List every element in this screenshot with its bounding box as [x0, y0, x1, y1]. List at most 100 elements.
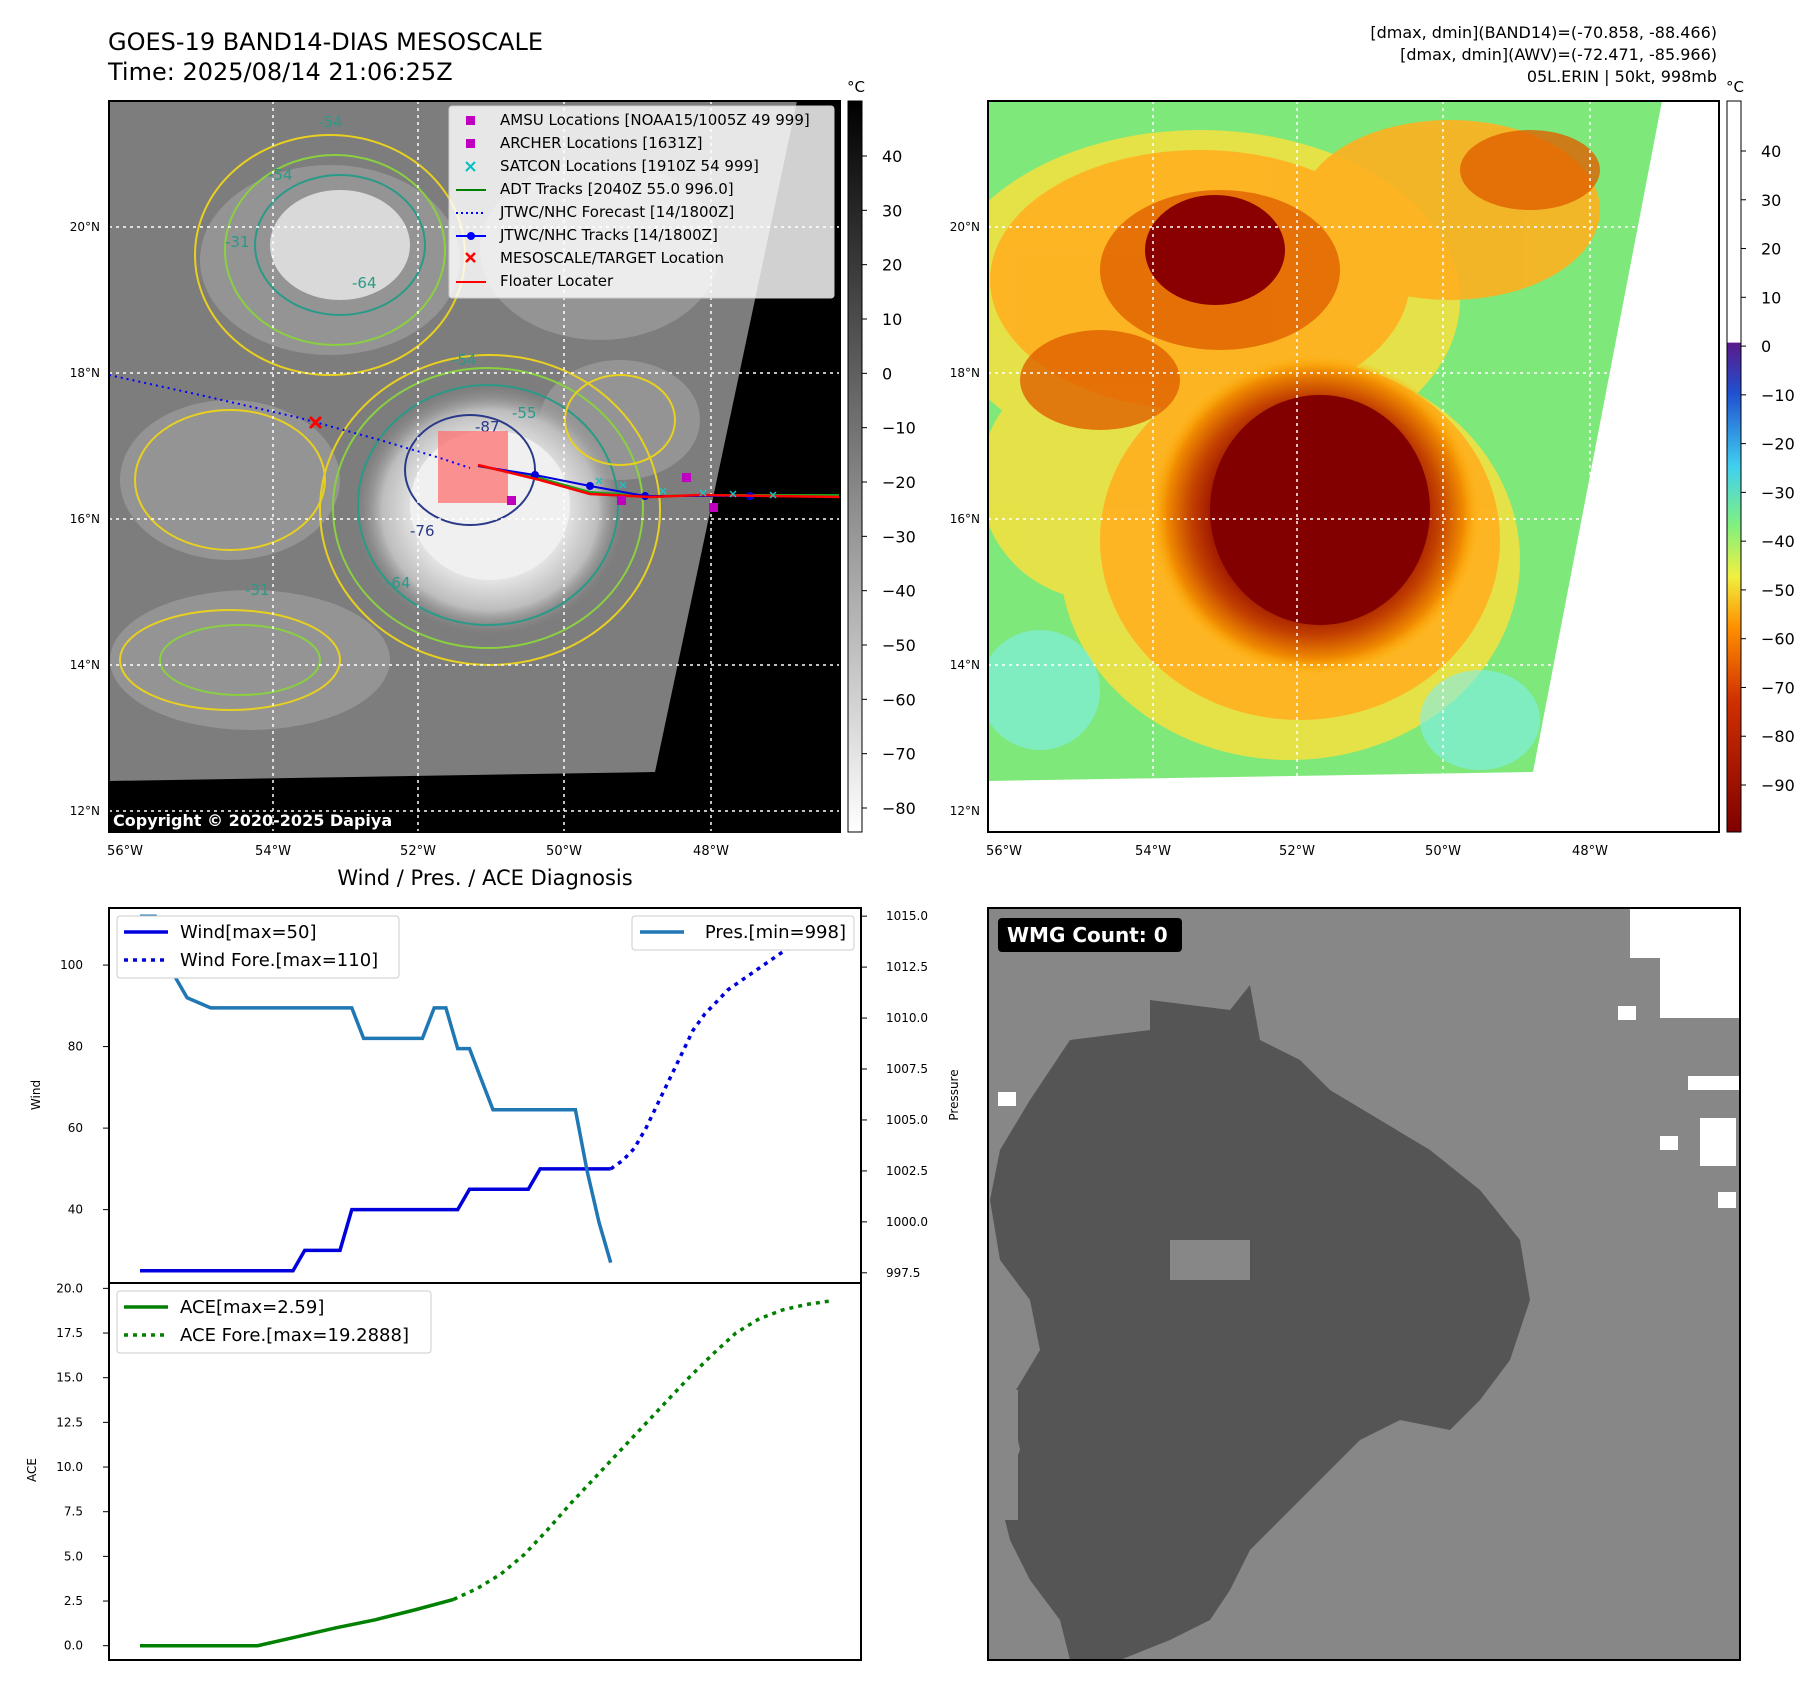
wmg-panel: WMG Count: 0 [988, 908, 1740, 1660]
legend-satcon: SATCON Locations [1910Z 54 999] [500, 157, 759, 175]
pressure-tick-label: 1002.5 [886, 1164, 928, 1178]
ace-line [140, 1597, 455, 1648]
pressure-line [140, 914, 613, 1264]
pressure-tick-label: 1015.0 [886, 909, 928, 923]
colorbar-awv-tick-label: −70 [1761, 678, 1795, 697]
ace-tick-label: 7.5 [64, 1505, 83, 1519]
colorbar-gray-tick-label: 30 [882, 201, 902, 220]
colorbar-gray-tick-label: 40 [882, 147, 902, 166]
ir-lat-ticks: 20°N 18°N 16°N 14°N 12°N [70, 220, 100, 818]
svg-text:50°W: 50°W [1425, 844, 1461, 859]
svg-text:48°W: 48°W [693, 844, 729, 859]
contour-label: -76 [410, 522, 435, 540]
awv-lon-ticks: 56°W 54°W 52°W 50°W 48°W [986, 844, 1608, 859]
ace-tick-label: 5.0 [64, 1549, 83, 1563]
colorbar-awv-tick-label: 30 [1761, 191, 1781, 210]
colorbar-gray-tick-label: 0 [882, 364, 892, 383]
svg-text:20°N: 20°N [950, 220, 980, 234]
wind-pressure-chart: 100 80 60 40 1015.0 1012.5 1010.0 1007.5 1005.0… [29, 907, 961, 1284]
wind-axis-label: Wind [29, 1080, 43, 1110]
ace-tick-label: 0.0 [64, 1639, 83, 1653]
awv-lat-ticks: 20°N 18°N 16°N 14°N 12°N [950, 220, 980, 818]
svg-text:12°N: 12°N [950, 804, 980, 818]
colorbar-awv-tick-label: −30 [1761, 483, 1795, 502]
wmg-count: WMG Count: 0 [1007, 923, 1168, 947]
contour-label: -64 [386, 574, 411, 592]
legend-forecast: JTWC/NHC Forecast [14/1800Z] [499, 203, 734, 221]
colorbar-awv-tick-label: 40 [1761, 142, 1781, 161]
ace-tick-label: 2.5 [64, 1594, 83, 1608]
ace-legend: ACE[max=2.59] ACE Fore.[max=19.2888] [116, 1290, 432, 1354]
colorbar-awv: °C 40 30 20 10 0 −10 −20 −30 −40 −50 −60 −70 −80 −90 [1726, 78, 1795, 833]
chart-title: Wind / Pres. / ACE Diagnosis [337, 866, 632, 890]
ace-tick-label: 17.5 [56, 1326, 83, 1340]
pressure-tick-label: 1000.0 [886, 1215, 928, 1229]
contour-label: -54 [268, 166, 293, 184]
ace-forecast-line [452, 1299, 831, 1601]
legend-wind-fore: Wind Fore.[max=110] [180, 950, 378, 971]
pressure-legend: Pres.[min=998] [631, 915, 855, 951]
svg-text:48°W: 48°W [1572, 844, 1608, 859]
svg-text:52°W: 52°W [400, 844, 436, 859]
pressure-tick-label: 1005.0 [886, 1113, 928, 1127]
info-storm: 05L.ERIN | 50kt, 998mb [1527, 67, 1717, 86]
ace-tick-label: 15.0 [56, 1371, 83, 1385]
colorbar-awv-tick-label: 20 [1761, 240, 1781, 259]
figure-title: GOES-19 BAND14-DIAS MESOSCALE [108, 28, 543, 56]
colorbar-awv-tick-label: −90 [1761, 776, 1795, 795]
colorbar-awv-unit: °C [1726, 78, 1744, 96]
info-awv: [dmax, dmin](AWV)=(-72.471, -85.966) [1400, 45, 1717, 64]
svg-text:52°W: 52°W [1279, 844, 1315, 859]
legend-ace: ACE[max=2.59] [180, 1297, 324, 1318]
ir-map-frame [108, 100, 841, 833]
legend-amsu: AMSU Locations [NOAA15/1005Z 49 999] [500, 111, 810, 129]
colorbar-awv-tick-label: −20 [1761, 435, 1795, 454]
pressure-tick-label: 1010.0 [886, 1011, 928, 1025]
svg-text:18°N: 18°N [950, 366, 980, 380]
svg-text:50°W: 50°W [546, 844, 582, 859]
wmg-frame [987, 907, 1741, 1661]
contour-label: -64 [352, 274, 377, 292]
svg-text:56°W: 56°W [986, 844, 1022, 859]
colorbar-gray-tick-label: −70 [882, 745, 916, 764]
legend-wind: Wind[max=50] [180, 922, 317, 943]
colorbar-gray-tick-label: −40 [882, 582, 916, 601]
contour-label: -31 [225, 233, 250, 251]
legend-pressure: Pres.[min=998] [705, 922, 846, 943]
colorbar-gray: °C 40 30 20 10 0 −10 −20 −30 −40 −50 −60 −70 −80 [847, 78, 916, 833]
wind-tick-label: 40 [68, 1203, 83, 1217]
contour-label: -54 [318, 113, 343, 131]
colorbar-gray-tick-label: −30 [882, 527, 916, 546]
colorbar-gray-tick-label: 10 [882, 310, 902, 329]
colorbar-awv-tick-label: −10 [1761, 386, 1795, 405]
legend-tracks: JTWC/NHC Tracks [14/1800Z] [499, 226, 718, 244]
svg-text:14°N: 14°N [70, 658, 100, 672]
colorbar-gray-tick-label: 20 [882, 256, 902, 275]
svg-text:54°W: 54°W [1135, 844, 1171, 859]
pressure-tick-label: 1012.5 [886, 960, 928, 974]
colorbar-awv-tick-label: −80 [1761, 727, 1795, 746]
wind-legend: Wind[max=50] Wind Fore.[max=110] [116, 915, 400, 979]
contour-label: -54 [452, 351, 477, 369]
svg-text:20°N: 20°N [70, 220, 100, 234]
info-band14: [dmax, dmin](BAND14)=(-70.858, -88.466) [1370, 23, 1717, 42]
svg-text:14°N: 14°N [950, 658, 980, 672]
ace-axis-label: ACE [25, 1458, 39, 1482]
colorbar-awv-tick-label: −60 [1761, 630, 1795, 649]
colorbar-gray-tick-label: −60 [882, 690, 916, 709]
svg-text:54°W: 54°W [255, 844, 291, 859]
contour-label: -55 [512, 404, 537, 422]
svg-text:16°N: 16°N [950, 512, 980, 526]
wind-tick-label: 60 [68, 1121, 83, 1135]
legend-target: MESOSCALE/TARGET Location [500, 249, 724, 267]
pressure-tick-label: 997.5 [886, 1266, 920, 1280]
colorbar-gray-tick-label: −20 [882, 473, 916, 492]
pressure-axis-label: Pressure [947, 1069, 961, 1120]
map-legend: AMSU Locations [NOAA15/1005Z 49 999] ARC… [448, 105, 835, 299]
ace-tick-label: 12.5 [56, 1415, 83, 1429]
legend-archer: ARCHER Locations [1631Z] [500, 134, 703, 152]
colorbar-awv-tick-label: 0 [1761, 337, 1771, 356]
copyright: Copyright © 2020-2025 Dapiya [113, 811, 392, 830]
ir-lon-ticks: 56°W 54°W 52°W 50°W 48°W [107, 844, 729, 859]
